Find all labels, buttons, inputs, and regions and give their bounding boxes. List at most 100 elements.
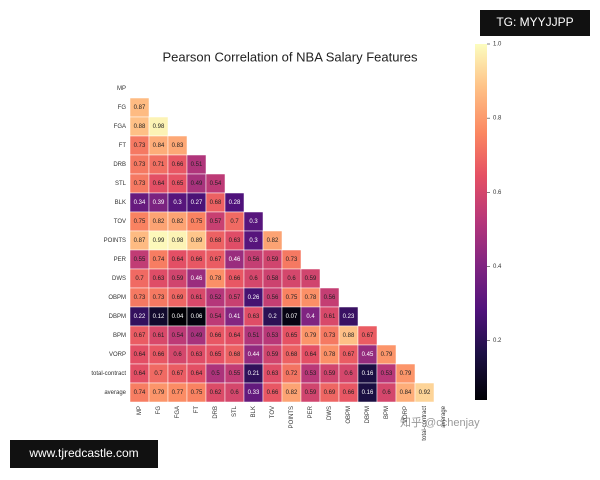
cell-label: 0.22 — [134, 314, 146, 320]
cell-label: 0.64 — [305, 352, 317, 358]
cell-label: 0.59 — [324, 371, 336, 377]
cell-label: 0.79 — [305, 333, 317, 339]
cell-label: 0.71 — [153, 162, 165, 168]
cell-label: 0.49 — [191, 333, 203, 339]
cell-label: 0.88 — [134, 124, 146, 130]
cell-label: 0.59 — [267, 352, 279, 358]
cell-label: 0.61 — [153, 333, 165, 339]
cell-label: 0.79 — [381, 352, 393, 358]
cell-label: 0.3 — [249, 219, 258, 225]
cell-label: 0.77 — [172, 390, 184, 396]
cell-label: 0.75 — [134, 219, 146, 225]
cell-label: 0.3 — [249, 238, 258, 244]
cell-label: 0.49 — [191, 181, 203, 187]
cell-label: 0.59 — [305, 390, 317, 396]
cell-label: 0.68 — [210, 238, 222, 244]
cell-label: 0.64 — [153, 181, 165, 187]
cell-label: 0.66 — [229, 276, 241, 282]
cell-label: 0.7 — [135, 276, 144, 282]
cell-label: 0.3 — [173, 200, 182, 206]
y-tick-label: POINTS — [104, 238, 126, 244]
cell-label: 0.67 — [343, 352, 355, 358]
cell-label: 0.27 — [191, 200, 203, 206]
y-tick-label: STL — [115, 181, 127, 187]
x-tick-label: FGA — [175, 406, 181, 418]
cell-label: 0.64 — [172, 257, 184, 263]
cell-label: 0.46 — [191, 276, 203, 282]
cell-label: 0.61 — [324, 314, 336, 320]
cell-label: 0.57 — [210, 219, 222, 225]
cell-label: 0.64 — [229, 333, 241, 339]
cell-label: 0.74 — [134, 390, 146, 396]
cell-label: 0.34 — [134, 200, 146, 206]
cell-label: 0.56 — [324, 295, 336, 301]
cell-label: 0.06 — [191, 314, 203, 320]
cell-label: 0.82 — [286, 390, 298, 396]
cell-label: 0.88 — [343, 333, 355, 339]
x-tick-label: POINTS — [289, 406, 295, 428]
y-tick-label: BLK — [115, 200, 126, 206]
cell-label: 0.65 — [286, 333, 298, 339]
cell-label: 0.16 — [362, 371, 374, 377]
cell-label: 0.59 — [305, 276, 317, 282]
y-tick-label: DBPM — [109, 314, 126, 320]
y-tick-label: FT — [119, 143, 127, 149]
cell-label: 0.46 — [229, 257, 241, 263]
colorbar-tick-label: 1.0 — [493, 42, 502, 48]
cell-label: 0.89 — [191, 238, 203, 244]
cell-label: 0.04 — [172, 314, 184, 320]
cell-label: 0.73 — [134, 143, 146, 149]
cell-label: 0.73 — [134, 295, 146, 301]
cell-label: 0.64 — [134, 352, 146, 358]
cell-label: 0.83 — [172, 143, 184, 149]
x-tick-label: VORP — [403, 406, 409, 423]
cell-label: 0.78 — [324, 352, 336, 358]
cell-label: 0.65 — [210, 352, 222, 358]
cell-label: 0.59 — [267, 257, 279, 263]
y-tick-label: DWS — [112, 276, 126, 282]
x-tick-label: average — [441, 405, 447, 427]
cell-label: 0.44 — [248, 352, 260, 358]
cell-label: 0.63 — [229, 238, 241, 244]
cell-label: 0.57 — [229, 295, 241, 301]
cell-label: 0.69 — [172, 295, 184, 301]
cell-label: 0.26 — [248, 295, 260, 301]
x-tick-label: BPM — [384, 406, 390, 419]
cell-label: 0.98 — [172, 238, 184, 244]
cell-label: 0.51 — [248, 333, 260, 339]
cell-label: 0.84 — [153, 143, 165, 149]
x-tick-label: TOV — [270, 406, 276, 418]
colorbar-tick-label: 0.2 — [493, 338, 502, 344]
x-tick-label: FT — [194, 406, 200, 414]
cell-label: 0.63 — [267, 371, 279, 377]
cell-label: 0.61 — [191, 295, 203, 301]
y-tick-label: BPM — [113, 333, 126, 339]
cell-label: 0.84 — [400, 390, 412, 396]
cell-label: 0.2 — [268, 314, 277, 320]
watermark: www.tjredcastle.com — [28, 446, 138, 460]
y-tick-label: FG — [118, 105, 127, 111]
cell-label: 0.56 — [267, 295, 279, 301]
y-tick-label: total-contract — [91, 371, 126, 377]
cell-label: 0.54 — [210, 314, 222, 320]
cell-label: 0.66 — [343, 390, 355, 396]
cell-label: 0.45 — [362, 352, 374, 358]
cell-label: 0.55 — [134, 257, 146, 263]
cell-label: 0.78 — [305, 295, 317, 301]
x-tick-label: PER — [308, 405, 314, 418]
cell-label: 0.6 — [230, 390, 239, 396]
cell-label: 0.53 — [381, 371, 393, 377]
cell-label: 0.52 — [210, 295, 222, 301]
cell-label: 0.72 — [286, 371, 298, 377]
cell-label: 0.87 — [134, 105, 146, 111]
cell-label: 0.75 — [191, 390, 203, 396]
cell-label: 0.6 — [382, 390, 391, 396]
colorbar-tick-label: 0.6 — [493, 190, 502, 196]
watermark-box — [10, 440, 158, 468]
cell-label: 0.7 — [230, 219, 239, 225]
cell-label: 0.74 — [153, 257, 165, 263]
cell-label: 0.6 — [249, 276, 258, 282]
cell-label: 0.66 — [267, 390, 279, 396]
cell-label: 0.53 — [267, 333, 279, 339]
colorbar — [475, 44, 487, 400]
